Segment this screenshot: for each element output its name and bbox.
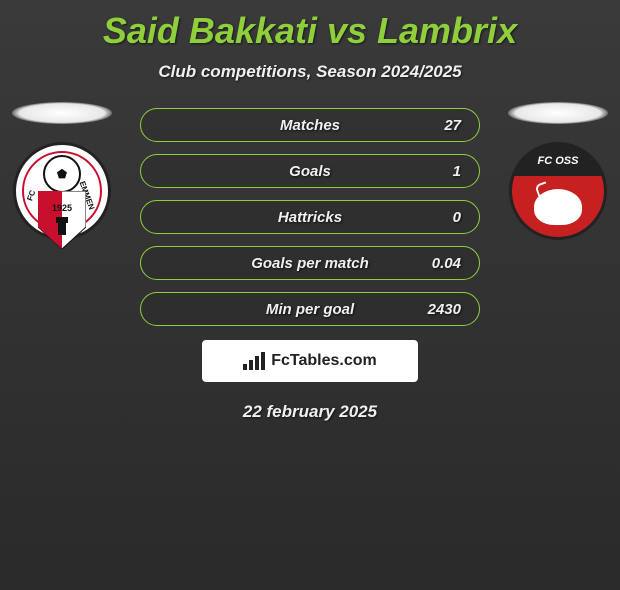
stat-row-matches: Matches 27	[140, 108, 480, 142]
emmen-shield-icon: 1925	[38, 191, 86, 249]
left-club-badge: FC EMMEN 1925	[8, 102, 116, 240]
soccer-ball-icon	[43, 155, 81, 193]
stat-row-mpg: Min per goal 2430	[140, 292, 480, 326]
oss-label: FC OSS	[512, 145, 604, 176]
bar-chart-icon	[243, 352, 265, 370]
stat-value: 2430	[401, 301, 461, 318]
stat-row-goals: Goals 1	[140, 154, 480, 188]
stat-label: Hattricks	[219, 209, 401, 226]
page-title: Said Bakkati vs Lambrix	[0, 10, 620, 52]
stat-label: Min per goal	[219, 301, 401, 318]
pedestal-shadow	[508, 102, 608, 124]
emmen-text-left: FC	[25, 189, 37, 202]
stat-value: 1	[401, 163, 461, 180]
stat-row-gpm: Goals per match 0.04	[140, 246, 480, 280]
stat-value: 0	[401, 209, 461, 226]
comparison-panel: FC EMMEN 1925 FC OSS Matches 27	[0, 108, 620, 422]
stat-value: 0.04	[401, 255, 461, 272]
bull-icon	[534, 189, 582, 225]
stats-list: Matches 27 Goals 1 Hattricks 0 Goals per…	[140, 108, 480, 326]
right-club-badge: FC OSS	[504, 102, 612, 240]
pedestal-shadow	[12, 102, 112, 124]
subtitle: Club competitions, Season 2024/2025	[0, 62, 620, 82]
brand-text: FcTables.com	[271, 352, 377, 370]
stat-value: 27	[401, 117, 461, 134]
date-label: 22 february 2025	[0, 402, 620, 422]
fc-emmen-logo: FC EMMEN 1925	[13, 142, 111, 240]
fc-oss-logo: FC OSS	[509, 142, 607, 240]
brand-badge[interactable]: FcTables.com	[202, 340, 418, 382]
stat-row-hattricks: Hattricks 0	[140, 200, 480, 234]
stat-label: Matches	[219, 117, 401, 134]
oss-red-field	[512, 176, 604, 237]
stat-label: Goals per match	[219, 255, 401, 272]
svg-text:1925: 1925	[52, 203, 72, 213]
stat-label: Goals	[219, 163, 401, 180]
